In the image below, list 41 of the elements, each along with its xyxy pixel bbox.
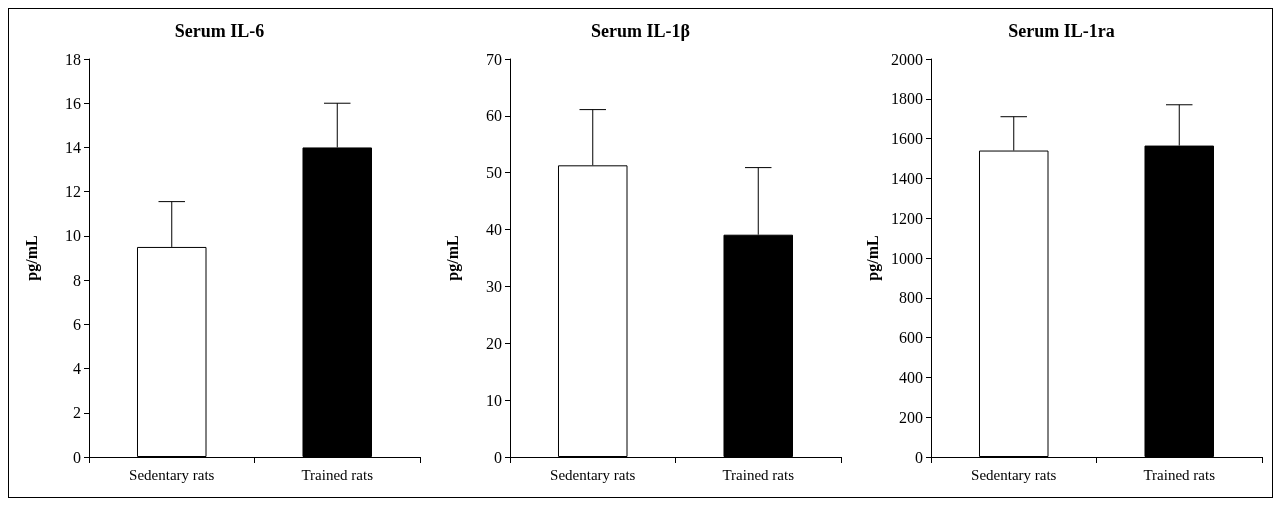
- y-axis-title: pg/mL: [443, 235, 462, 281]
- x-tick-label: Trained rats: [1143, 466, 1216, 483]
- y-tick-label: 14: [65, 138, 81, 156]
- y-tick-label: 70: [486, 50, 502, 68]
- y-tick-label: 18: [65, 50, 81, 68]
- chart-title: Serum IL-6: [174, 21, 265, 41]
- y-tick-label: 1800: [891, 90, 923, 108]
- y-axis-title: pg/mL: [22, 235, 41, 281]
- y-tick-label: 600: [899, 329, 923, 347]
- y-tick-label: 60: [486, 107, 502, 125]
- y-axis-title: pg/mL: [863, 235, 882, 281]
- y-tick-label: 400: [899, 368, 923, 386]
- y-tick-label: 30: [486, 277, 502, 295]
- y-tick-label: 12: [65, 183, 81, 201]
- y-tick-label: 4: [73, 360, 81, 378]
- y-tick-label: 1400: [891, 169, 923, 187]
- y-tick-label: 2000: [891, 50, 923, 68]
- y-tick-label: 0: [494, 448, 502, 466]
- y-tick-label: 0: [73, 448, 81, 466]
- y-tick-label: 16: [65, 94, 81, 112]
- chart-title: Serum IL-1ra: [1008, 21, 1115, 41]
- y-tick-label: 10: [486, 391, 502, 409]
- x-tick-label: Sedentary rats: [550, 466, 636, 483]
- y-tick-label: 10: [65, 227, 81, 245]
- y-tick-label: 40: [486, 221, 502, 239]
- y-tick-label: 20: [486, 334, 502, 352]
- y-tick-label: 1600: [891, 130, 923, 148]
- y-tick-label: 1200: [891, 209, 923, 227]
- y-tick-label: 1000: [891, 249, 923, 267]
- y-tick-label: 6: [73, 315, 81, 333]
- y-tick-label: 0: [915, 448, 923, 466]
- x-tick-label: Sedentary rats: [129, 466, 215, 483]
- x-tick-label: Trained rats: [301, 466, 374, 483]
- chart-title: Serum IL-1β: [591, 21, 690, 41]
- y-tick-label: 2: [73, 404, 81, 422]
- y-tick-label: 50: [486, 164, 502, 182]
- x-tick-label: Trained rats: [722, 466, 795, 483]
- y-tick-label: 200: [899, 408, 923, 426]
- y-tick-label: 800: [899, 289, 923, 307]
- x-tick-label: Sedentary rats: [971, 466, 1057, 483]
- y-tick-label: 8: [73, 271, 81, 289]
